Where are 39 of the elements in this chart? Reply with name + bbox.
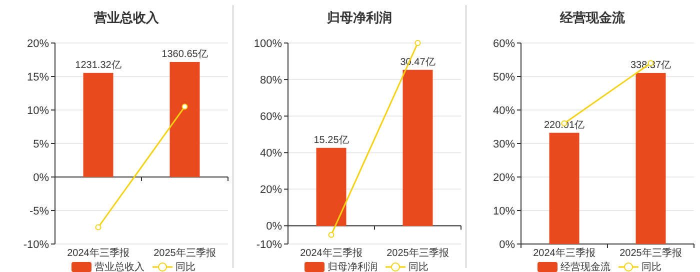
y-tick-label: 10% xyxy=(26,105,50,117)
y-tick-label: -10% xyxy=(256,239,282,251)
y-tick-label: 15% xyxy=(26,72,50,84)
y-tick-label: 60% xyxy=(492,38,516,50)
y-tick-label: 80% xyxy=(260,74,282,87)
y-tick-label: 20% xyxy=(26,38,50,50)
y-tick-label: 40% xyxy=(260,148,282,160)
x-tick-label: 2025年三季报 xyxy=(620,247,682,259)
y-tick-label: 0% xyxy=(266,220,282,233)
x-tick-label: 2024年三季报 xyxy=(300,247,362,259)
legend-label: 同比 xyxy=(176,261,196,272)
y-tick-label: -10% xyxy=(23,239,50,251)
x-tick-label: 2025年三季报 xyxy=(386,247,449,259)
y-tick-label: 20% xyxy=(260,184,282,196)
legend-label: 营业总收入 xyxy=(94,261,144,272)
y-tick-label: 0% xyxy=(499,239,516,251)
y-tick-label: -5% xyxy=(29,206,50,218)
y-tick-label: 100% xyxy=(254,38,282,50)
x-tick-label: 2024年三季报 xyxy=(67,247,130,259)
x-tick-label: 2025年三季报 xyxy=(154,247,216,259)
x-tick-label: 2024年三季报 xyxy=(533,247,596,259)
data-label: 15.25亿 xyxy=(314,134,349,146)
chart-title: 归母净利润 xyxy=(326,10,392,25)
chart-title: 营业总收入 xyxy=(93,10,160,25)
y-tick-label: 40% xyxy=(492,105,516,117)
y-tick-label: 20% xyxy=(492,172,516,184)
y-tick-label: 50% xyxy=(492,72,516,84)
chart-title: 经营现金流 xyxy=(559,10,626,25)
data-label: 1231.32亿 xyxy=(75,60,122,71)
y-tick-label: 0% xyxy=(33,172,50,184)
y-tick-label: 30% xyxy=(492,138,516,150)
data-label: 1360.65亿 xyxy=(162,48,208,60)
y-tick-label: 60% xyxy=(260,111,282,124)
legend-label: 同比 xyxy=(642,261,662,272)
legend-label: 同比 xyxy=(408,261,428,272)
legend-label: 归母净利润 xyxy=(328,261,378,272)
legend-label: 经营现金流 xyxy=(560,261,610,272)
y-tick-label: 5% xyxy=(33,138,50,150)
y-tick-label: 10% xyxy=(492,206,516,218)
